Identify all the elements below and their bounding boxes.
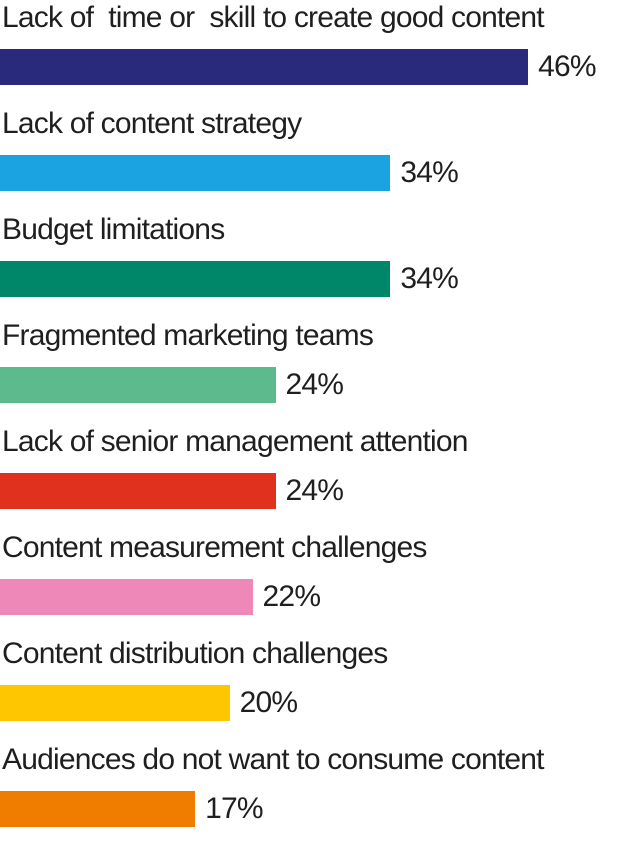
category-label: Content measurement challenges bbox=[2, 531, 427, 564]
bar bbox=[0, 367, 276, 403]
category-label: Audiences do not want to consume content bbox=[2, 743, 545, 776]
bar-row: Content distribution challenges 20% bbox=[0, 636, 642, 742]
category-label: Lack of senior management attention bbox=[2, 425, 468, 458]
value-label: 22% bbox=[262, 580, 321, 613]
value-label: 24% bbox=[285, 474, 344, 507]
value-label: 17% bbox=[205, 792, 263, 825]
value-label: 46% bbox=[538, 50, 596, 83]
bar bbox=[0, 261, 391, 297]
bar-row: Lack of time or skill to create good con… bbox=[0, 0, 642, 106]
bar bbox=[0, 791, 196, 827]
bar bbox=[0, 155, 391, 191]
value-label: 20% bbox=[239, 686, 298, 719]
bar bbox=[0, 579, 253, 615]
value-label: 24% bbox=[285, 368, 344, 401]
bar bbox=[0, 473, 276, 509]
category-label: Lack of time or skill to create good con… bbox=[2, 1, 545, 34]
category-label: Content distribution challenges bbox=[2, 637, 388, 670]
bar-row: Lack of content strategy 34% bbox=[0, 106, 642, 212]
category-label: Fragmented marketing teams bbox=[2, 319, 374, 352]
value-label: 34% bbox=[400, 156, 458, 189]
bar-row: Budget limitations 34% bbox=[0, 212, 642, 318]
bar-row: Content measurement challenges 22% bbox=[0, 530, 642, 636]
category-label: Lack of content strategy bbox=[2, 107, 302, 140]
bar bbox=[0, 685, 230, 721]
value-label: 34% bbox=[400, 262, 458, 295]
bar-row: Lack of senior management attention 24% bbox=[0, 424, 642, 530]
category-label: Budget limitations bbox=[2, 213, 225, 246]
bar-row: Audiences do not want to consume content… bbox=[0, 742, 642, 848]
bar bbox=[0, 49, 529, 85]
bar-row: Fragmented marketing teams 24% bbox=[0, 318, 642, 424]
bar-chart: Lack of time or skill to create good con… bbox=[0, 0, 642, 827]
